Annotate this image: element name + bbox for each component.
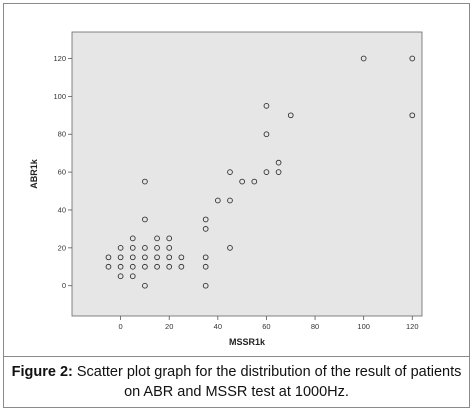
scatter-point: [154, 235, 160, 242]
scatter-point: [142, 282, 148, 289]
scatter-chart: 0 20 40 60 80 100 120 0 20 40 60 80 100 120 MSSR1k A…: [29, 31, 423, 347]
y-tick-label: 120: [53, 54, 66, 63]
y-axis: 0 20 40 60 80 100 120: [53, 54, 72, 290]
scatter-point: [166, 254, 173, 261]
scatter-point: [166, 235, 173, 242]
scatter-point: [142, 216, 148, 223]
scatter-point: [117, 273, 124, 280]
scatter-point: [105, 263, 112, 270]
scatter-point: [227, 197, 233, 204]
x-axis-title: MSSR1k: [229, 337, 266, 347]
scatter-point: [166, 244, 173, 251]
scatter-point: [142, 178, 148, 185]
scatter-point: [202, 216, 209, 223]
scatter-point: [166, 263, 173, 270]
scatter-point: [154, 263, 160, 270]
scatter-point: [154, 254, 160, 261]
scatter-point: [178, 263, 185, 270]
y-tick-label: 100: [53, 92, 66, 101]
y-tick-label: 0: [62, 281, 66, 290]
x-tick-label: 0: [119, 322, 123, 331]
scatter-point: [214, 197, 221, 204]
scatter-point: [142, 244, 148, 251]
plot-area: [71, 31, 423, 317]
scatter-point: [263, 131, 270, 138]
x-tick-label: 40: [214, 322, 222, 331]
scatter-point: [105, 254, 112, 261]
caption-label: Figure 2:: [11, 364, 73, 380]
scatter-point: [154, 244, 160, 251]
scatter-point: [178, 254, 185, 261]
x-tick-label: 120: [406, 322, 419, 331]
scatter-point: [202, 226, 209, 232]
scatter-point: [409, 112, 416, 119]
scatter-point: [409, 55, 416, 62]
scatter-point: [129, 244, 136, 251]
scatter-point: [239, 178, 245, 185]
scatter-point: [142, 254, 148, 261]
scatter-point: [142, 263, 148, 270]
scatter-point: [202, 263, 209, 270]
scatter-point: [227, 244, 233, 251]
scatter-point: [360, 55, 367, 62]
caption-text: Scatter plot graph for the distribution …: [72, 364, 462, 400]
scatter-point: [117, 244, 124, 251]
x-tick-label: 100: [357, 322, 370, 331]
x-tick-label: 80: [311, 322, 319, 331]
scatter-point: [202, 254, 209, 261]
scatter-point: [227, 169, 233, 175]
y-tick-label: 60: [58, 168, 66, 177]
scatter-point: [263, 102, 270, 109]
scatter-point: [129, 273, 136, 280]
scatter-point: [117, 254, 124, 261]
scatter-point: [275, 159, 282, 166]
scatter-point: [263, 169, 270, 175]
scatter-point: [251, 178, 258, 185]
scatter-point: [275, 169, 282, 175]
y-tick-label: 40: [58, 205, 66, 214]
scatter-point: [129, 263, 136, 270]
x-axis: 0 20 40 60 80 100 120: [119, 316, 419, 331]
y-tick-label: 80: [58, 130, 66, 139]
figure-caption: Figure 2: Scatter plot graph for the dis…: [3, 356, 470, 408]
y-axis-title: ABR1k: [29, 158, 39, 189]
x-tick-label: 60: [262, 322, 270, 331]
scatter-point: [129, 235, 136, 242]
data-points: [105, 55, 416, 289]
scatter-point: [287, 112, 294, 119]
scatter-point: [129, 254, 136, 261]
scatter-point: [202, 282, 209, 289]
x-tick-label: 20: [165, 322, 173, 331]
scatter-point: [117, 263, 124, 270]
y-tick-label: 20: [58, 243, 66, 252]
